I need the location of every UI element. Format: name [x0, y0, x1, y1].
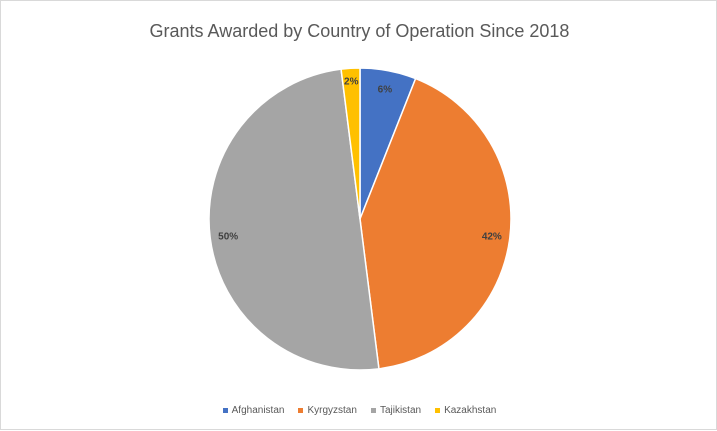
pie-slice-tajikistan [208, 68, 380, 371]
data-label-kazakhstan: 2% [344, 76, 359, 87]
legend-swatch [370, 408, 376, 413]
legend-swatch [222, 408, 228, 413]
data-label-afghanistan: 6% [378, 84, 393, 95]
pie-slice-kazakhstan [340, 67, 361, 220]
legend-label: Afghanistan [231, 405, 285, 416]
legend-label: Kyrgyzstan [307, 405, 357, 416]
legend-swatch [298, 408, 304, 413]
legend: Afghanistan Kyrgyzstan Tajikistan Kazakh… [1, 405, 717, 416]
legend-item-afghanistan: Afghanistan [222, 405, 285, 416]
legend-label: Tajikistan [379, 405, 422, 416]
pie-slice-kyrgyzstan [359, 77, 512, 370]
legend-item-kazakhstan: Kazakhstan [435, 405, 496, 416]
data-label-tajikistan: 50% [218, 232, 238, 243]
legend-label: Kazakhstan [444, 405, 497, 416]
chart-title: Grants Awarded by Country of Operation S… [149, 21, 570, 41]
data-label-kyrgyzstan: 42% [482, 232, 502, 243]
legend-item-kyrgyzstan: Kyrgyzstan [298, 405, 357, 416]
legend-item-tajikistan: Tajikistan [370, 405, 422, 416]
legend-swatch [435, 408, 441, 413]
